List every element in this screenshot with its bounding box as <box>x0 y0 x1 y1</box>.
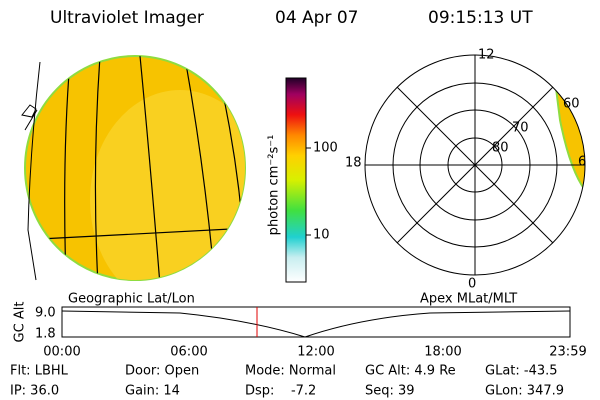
info-field: Dsp: -7.2 <box>245 384 316 399</box>
info-field: GLat: -43.5 <box>485 364 558 379</box>
info-field: IP: 36.0 <box>10 384 59 399</box>
time-label: 23:59 <box>549 345 586 360</box>
polar-label: 70 <box>512 121 529 136</box>
info-field: Seq: 39 <box>365 384 415 399</box>
strip-ytick: 1.8 <box>35 327 56 342</box>
colorbar-tick-label: 10 <box>313 228 330 243</box>
polar-label: 18 <box>345 156 362 171</box>
polar-label: 60 <box>563 97 580 112</box>
polar-label: 0 <box>468 277 476 292</box>
colorbar-label: photon cm⁻²s⁻¹ <box>267 135 282 236</box>
info-field: Mode: Normal <box>245 364 336 379</box>
time-label: 18:00 <box>424 345 461 360</box>
date: 04 Apr 07 <box>275 8 358 28</box>
strip-ylabel: GC Alt <box>13 302 28 343</box>
time-label: 00:00 <box>43 345 80 360</box>
info-field: Flt: LBHL <box>10 364 69 379</box>
info-field: Door: Open <box>125 364 199 379</box>
time-label: 06:00 <box>170 345 207 360</box>
info-field: GC Alt: 4.9 Re <box>365 364 456 379</box>
colorbar <box>285 77 307 283</box>
title: Ultraviolet Imager <box>50 8 204 28</box>
strip-ytick: 9.0 <box>35 306 56 321</box>
polar-label: 80 <box>492 141 509 156</box>
info-field: Gain: 14 <box>125 384 180 399</box>
polar-plot <box>364 54 586 276</box>
polar-label: 12 <box>478 48 495 63</box>
info-field: GLon: 347.9 <box>485 384 564 399</box>
earth-image <box>21 55 246 281</box>
colorbar-tick-label: 100 <box>313 141 338 156</box>
strip-title: Apex MLat/MLT <box>420 292 517 307</box>
polar-label: 6 <box>578 155 586 170</box>
altitude-strip <box>61 306 571 338</box>
strip-title: Geographic Lat/Lon <box>68 292 195 307</box>
time-label: 12:00 <box>297 345 334 360</box>
info-panel: Flt: LBHL Door: Open Mode: Normal GC Alt: 4… <box>10 364 564 399</box>
time: 09:15:13 UT <box>428 8 533 28</box>
